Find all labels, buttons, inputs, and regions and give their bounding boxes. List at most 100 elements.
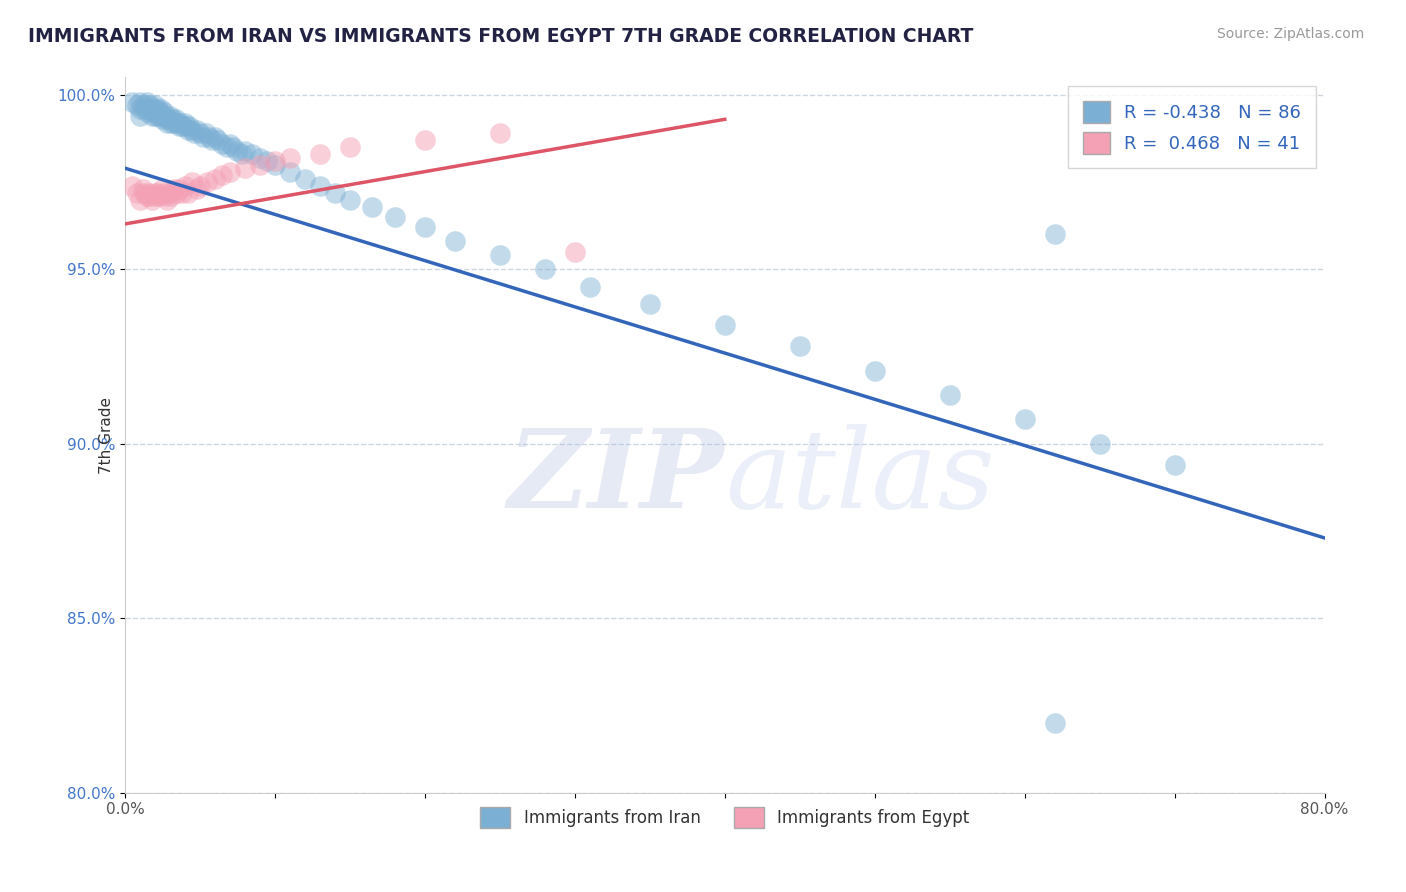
Point bbox=[121, 95, 143, 109]
Point bbox=[1043, 715, 1066, 730]
Point bbox=[215, 140, 238, 154]
Point bbox=[136, 105, 159, 120]
Point bbox=[384, 210, 406, 224]
Point bbox=[308, 147, 330, 161]
Point bbox=[1163, 458, 1185, 472]
Point bbox=[165, 112, 187, 127]
Point bbox=[188, 178, 211, 193]
Point bbox=[186, 182, 208, 196]
Y-axis label: 7th Grade: 7th Grade bbox=[98, 397, 114, 474]
Point bbox=[339, 140, 361, 154]
Point bbox=[141, 102, 163, 116]
Point bbox=[179, 120, 201, 134]
Point bbox=[181, 122, 204, 136]
Point bbox=[177, 186, 200, 200]
Point bbox=[170, 186, 193, 200]
Point bbox=[186, 122, 208, 136]
Point bbox=[240, 147, 263, 161]
Point bbox=[146, 102, 169, 116]
Point bbox=[181, 175, 204, 189]
Point bbox=[278, 151, 301, 165]
Point bbox=[129, 102, 152, 116]
Point bbox=[155, 189, 177, 203]
Text: IMMIGRANTS FROM IRAN VS IMMIGRANTS FROM EGYPT 7TH GRADE CORRELATION CHART: IMMIGRANTS FROM IRAN VS IMMIGRANTS FROM … bbox=[28, 27, 973, 45]
Point bbox=[173, 116, 195, 130]
Point bbox=[125, 186, 148, 200]
Point bbox=[129, 109, 152, 123]
Point bbox=[863, 363, 886, 377]
Point bbox=[204, 171, 226, 186]
Point bbox=[138, 102, 160, 116]
Point bbox=[163, 182, 186, 196]
Point bbox=[121, 178, 143, 193]
Point bbox=[173, 178, 195, 193]
Point bbox=[789, 339, 811, 353]
Point bbox=[156, 112, 179, 127]
Point bbox=[233, 161, 256, 176]
Text: Source: ZipAtlas.com: Source: ZipAtlas.com bbox=[1216, 27, 1364, 41]
Point bbox=[160, 116, 183, 130]
Point bbox=[141, 109, 163, 123]
Point bbox=[162, 112, 184, 127]
Point bbox=[129, 95, 152, 109]
Point bbox=[159, 186, 181, 200]
Point bbox=[132, 98, 155, 112]
Point bbox=[141, 193, 163, 207]
Point bbox=[211, 168, 233, 182]
Point bbox=[488, 126, 510, 140]
Point bbox=[339, 193, 361, 207]
Point bbox=[308, 178, 330, 193]
Point bbox=[226, 144, 249, 158]
Point bbox=[135, 98, 157, 112]
Point bbox=[218, 136, 240, 151]
Point bbox=[1088, 436, 1111, 450]
Point bbox=[323, 186, 346, 200]
Point bbox=[143, 109, 166, 123]
Legend: Immigrants from Iran, Immigrants from Egypt: Immigrants from Iran, Immigrants from Eg… bbox=[474, 801, 976, 834]
Point bbox=[149, 102, 172, 116]
Point bbox=[176, 120, 198, 134]
Point bbox=[156, 193, 179, 207]
Point bbox=[488, 248, 510, 262]
Point bbox=[233, 144, 256, 158]
Point bbox=[194, 126, 217, 140]
Point bbox=[533, 262, 555, 277]
Point bbox=[160, 189, 183, 203]
Point bbox=[152, 112, 174, 127]
Point bbox=[256, 154, 278, 169]
Point bbox=[263, 158, 285, 172]
Point bbox=[153, 105, 176, 120]
Point bbox=[152, 109, 174, 123]
Point bbox=[638, 297, 661, 311]
Point bbox=[183, 126, 205, 140]
Point bbox=[361, 200, 384, 214]
Point bbox=[136, 189, 159, 203]
Point bbox=[159, 112, 181, 127]
Point bbox=[443, 235, 465, 249]
Point bbox=[713, 318, 735, 333]
Point bbox=[167, 182, 190, 196]
Point bbox=[166, 116, 188, 130]
Point bbox=[146, 186, 169, 200]
Text: ZIP: ZIP bbox=[508, 425, 724, 532]
Point bbox=[169, 116, 191, 130]
Point bbox=[249, 151, 271, 165]
Point bbox=[138, 186, 160, 200]
Point bbox=[139, 189, 162, 203]
Point bbox=[132, 182, 155, 196]
Point bbox=[938, 388, 960, 402]
Point bbox=[564, 244, 586, 259]
Point bbox=[198, 129, 221, 144]
Point bbox=[578, 279, 600, 293]
Point bbox=[152, 182, 174, 196]
Point bbox=[249, 158, 271, 172]
Point bbox=[294, 171, 316, 186]
Point bbox=[170, 120, 193, 134]
Point bbox=[188, 126, 211, 140]
Point bbox=[263, 154, 285, 169]
Point bbox=[413, 220, 436, 235]
Point bbox=[1014, 412, 1036, 426]
Point bbox=[1043, 227, 1066, 242]
Point bbox=[207, 133, 229, 147]
Point bbox=[211, 136, 233, 151]
